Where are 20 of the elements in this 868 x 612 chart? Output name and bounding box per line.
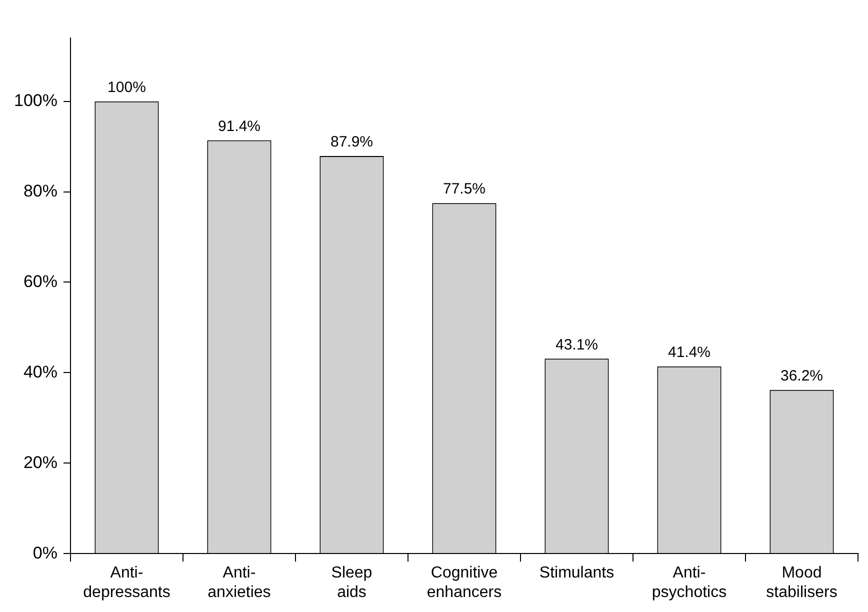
y-tick-label: 80% [23,181,58,200]
x-tick-label: Anti- depressants [83,564,170,601]
x-tick-label: Mood stabilisers [766,564,838,601]
y-tick-label: 100% [14,91,58,110]
x-tick-label: Anti- psychotics [652,564,727,601]
y-tick-label: 0% [32,543,58,562]
x-tick-label: Sleep aids [331,564,372,601]
data-label: 43.1% [555,336,598,354]
data-label: 87.9% [330,134,374,151]
y-tick-label: 20% [23,452,58,472]
data-label: 91.4% [218,118,261,135]
y-tick-label: 40% [23,362,58,382]
data-label: 36.2% [780,368,824,385]
data-label: 41.4% [668,344,711,361]
data-label: 77.5% [442,180,486,198]
x-tick-label: Cognitive enhancers [426,564,502,601]
data-label: 100% [108,78,146,96]
y-tick-label: 60% [23,272,58,291]
x-tick-label: Stimulants [539,564,614,582]
x-tick-label: Anti- anxieties [208,564,271,601]
